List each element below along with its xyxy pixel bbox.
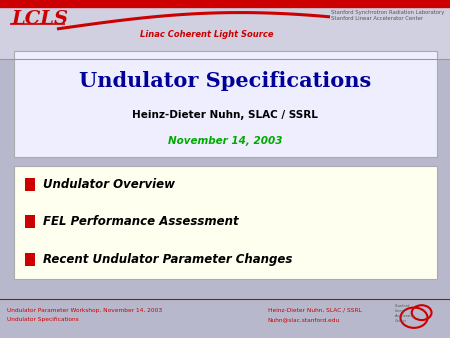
Text: FEL Performance Assessment: FEL Performance Assessment [43, 215, 239, 228]
Bar [392, 1, 402, 7]
Text: Stanford Linear Accelerator Center: Stanford Linear Accelerator Center [331, 16, 423, 21]
Bar [14, 166, 436, 279]
Bar [333, 1, 343, 7]
Text: Undulator Overview: Undulator Overview [43, 178, 175, 191]
Bar [422, 1, 432, 7]
Text: Undulator Specifications: Undulator Specifications [7, 317, 78, 322]
Text: Heinz-Dieter Nuhn, SLAC / SSRL: Heinz-Dieter Nuhn, SLAC / SSRL [268, 308, 362, 313]
Text: November 14, 2003: November 14, 2003 [168, 136, 282, 146]
Bar [25, 253, 35, 266]
Text: Undulator Specifications: Undulator Specifications [79, 71, 371, 91]
Text: Linac Coherent Light Source: Linac Coherent Light Source [140, 30, 274, 39]
Text: Undulator Parameter Workshop, November 14, 2003: Undulator Parameter Workshop, November 1… [7, 308, 162, 313]
Text: Nuhn@slac.stanford.edu: Nuhn@slac.stanford.edu [268, 317, 340, 322]
Text: Stanford
Linear
Accelerator
Center: Stanford Linear Accelerator Center [395, 304, 416, 323]
Bar [348, 1, 358, 7]
Bar [363, 1, 373, 7]
Text: Heinz-Dieter Nuhn, SLAC / SSRL: Heinz-Dieter Nuhn, SLAC / SSRL [132, 110, 318, 120]
Bar [14, 51, 436, 157]
Bar [378, 1, 387, 7]
Bar [0, 0, 450, 59]
Bar [407, 1, 417, 7]
Text: Stanford Synchrotron Radiation Laboratory: Stanford Synchrotron Radiation Laborator… [331, 10, 444, 15]
Bar [25, 215, 35, 228]
Text: LCLS: LCLS [11, 9, 68, 28]
Text: Recent Undulator Parameter Changes: Recent Undulator Parameter Changes [43, 253, 292, 266]
Bar [25, 178, 35, 191]
